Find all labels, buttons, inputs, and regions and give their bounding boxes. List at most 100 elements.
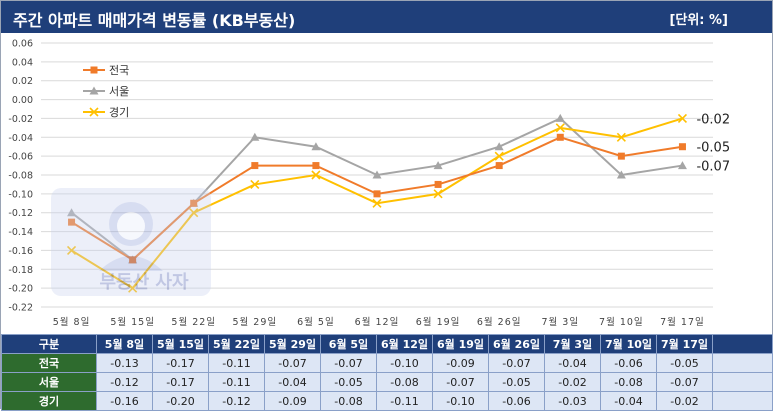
legend-label: 전국: [109, 64, 129, 77]
table-cell: -0.07: [320, 353, 377, 373]
legend-item: 전국: [83, 64, 129, 77]
table-header-date: 5월 29일: [264, 334, 321, 354]
x-tick-label: 6월 5일: [297, 316, 335, 328]
table-cell: -0.20: [152, 391, 209, 411]
data-point: [68, 218, 76, 226]
x-tick-label: 7월 10일: [599, 316, 644, 328]
y-tick-label: 0.06: [12, 39, 33, 50]
table-cell: -0.06: [488, 391, 545, 411]
table-row-label: 서울: [1, 372, 97, 392]
table-cell: -0.11: [208, 372, 265, 392]
table-cell-empty: [712, 372, 773, 392]
table-cell: -0.11: [376, 391, 433, 411]
data-point: [128, 283, 138, 293]
data-point: [677, 113, 688, 123]
data-table: 구분 5월 8일 5월 15일 5월 22일 5월 29일 6월 5일 6월 1…: [1, 334, 773, 411]
table-cell: -0.10: [376, 353, 433, 373]
data-point: [66, 245, 77, 255]
data-point: [250, 179, 260, 189]
data-point: [494, 142, 504, 151]
x-tick-label: 5월 8일: [53, 316, 91, 328]
y-tick-label: 0.00: [12, 95, 33, 106]
data-point: [433, 189, 443, 199]
end-label: -0.07: [696, 160, 730, 175]
x-tick-label: 6월 12일: [355, 316, 400, 328]
table-cell: -0.07: [432, 372, 489, 392]
y-tick-label: -0.12: [8, 208, 33, 219]
unit-label: [단위: %]: [669, 13, 728, 28]
x-tick-label: 6월 19일: [416, 316, 461, 328]
y-tick-label: 0.02: [12, 76, 33, 87]
data-point: [373, 190, 381, 198]
y-tick-labels: 0.06 0.04 0.02 0.00 -0.02 -0.04 -0.06 -0.08 -0.1…: [8, 39, 33, 314]
y-tick-label: 0.04: [12, 57, 33, 68]
data-point: [190, 199, 198, 207]
data-point: [555, 113, 565, 122]
data-point: [555, 123, 565, 133]
table-cell: -0.03: [544, 391, 601, 411]
chart-title: 주간 아파트 매매가격 변동률 (KB부동산): [13, 11, 296, 30]
table-cell: -0.08: [320, 391, 377, 411]
y-tick-label: -0.10: [8, 189, 33, 200]
data-point: [677, 161, 687, 170]
table-cell: -0.08: [376, 372, 433, 392]
end-label: -0.05: [696, 141, 730, 156]
data-point: [89, 107, 99, 117]
data-point: [312, 162, 320, 170]
table-cell: -0.12: [208, 391, 265, 411]
table-cell: -0.02: [544, 372, 601, 392]
data-point: [311, 142, 321, 151]
table-header-date: 7월 17일: [656, 334, 713, 354]
x-tick-label: 5월 15일: [110, 316, 155, 328]
table-header-date: 7월 3일: [544, 334, 601, 354]
table-row: 전국 -0.13 -0.17 -0.11 -0.07 -0.07 -0.10 -0.09 -0.…: [1, 353, 773, 373]
table-cell: -0.16: [96, 391, 153, 411]
table-cell: -0.05: [488, 372, 545, 392]
table-cell: -0.05: [320, 372, 377, 392]
table-row: 서울 -0.12 -0.17 -0.11 -0.04 -0.05 -0.08 -0.07 -0.…: [1, 372, 773, 392]
table-row-label: 전국: [1, 353, 97, 373]
table-header-date: 6월 19일: [432, 334, 489, 354]
table-cell: -0.12: [96, 372, 153, 392]
data-point: [250, 132, 260, 141]
series-jeonguk: [68, 133, 686, 264]
legend-label: 경기: [109, 106, 129, 119]
table-cell: -0.09: [432, 353, 489, 373]
data-point: [129, 256, 137, 264]
line-chart: 0.06 0.04 0.02 0.00 -0.02 -0.04 -0.06 -0.08 -0.1…: [8, 39, 730, 329]
table-cell-empty: [712, 353, 773, 373]
legend-item: 서울: [83, 85, 129, 98]
table-cell: -0.07: [656, 372, 713, 392]
table-header-date: 5월 22일: [208, 334, 265, 354]
table-cell: -0.07: [488, 353, 545, 373]
series-gyeonggi: [66, 113, 688, 293]
x-tick-labels: 5월 8일 5월 15일 5월 22일 5월 29일 6월 5일 6월 12일 6월 19일…: [53, 316, 704, 328]
table-header-row: 구분 5월 8일 5월 15일 5월 22일 5월 29일 6월 5일 6월 1…: [1, 334, 773, 354]
table-cell-empty: [712, 391, 773, 411]
y-tick-label: -0.14: [8, 227, 33, 238]
data-point: [494, 151, 504, 161]
table-cell: -0.05: [656, 353, 713, 373]
y-tick-label: -0.08: [8, 171, 33, 182]
watermark-logo: 부동산 사자: [51, 188, 211, 296]
table-cell: -0.13: [96, 353, 153, 373]
data-point: [616, 170, 626, 179]
data-point: [251, 162, 259, 170]
y-tick-label: -0.04: [8, 133, 33, 144]
table-cell: -0.06: [600, 353, 657, 373]
y-tick-label: -0.06: [8, 152, 33, 163]
data-point: [89, 86, 99, 95]
table-header-label: 구분: [1, 334, 97, 354]
data-point: [90, 66, 98, 74]
legend-item: 경기: [83, 106, 129, 119]
table-cell: -0.17: [152, 353, 209, 373]
table-header-date: 5월 15일: [152, 334, 209, 354]
data-point: [495, 162, 503, 170]
table-cell: -0.09: [264, 391, 321, 411]
grid-lines: [41, 42, 713, 308]
data-point: [372, 198, 382, 208]
data-point: [311, 170, 321, 180]
data-point: [556, 133, 564, 141]
x-tick-label: 5월 22일: [171, 316, 216, 328]
y-tick-label: -0.02: [8, 114, 33, 125]
